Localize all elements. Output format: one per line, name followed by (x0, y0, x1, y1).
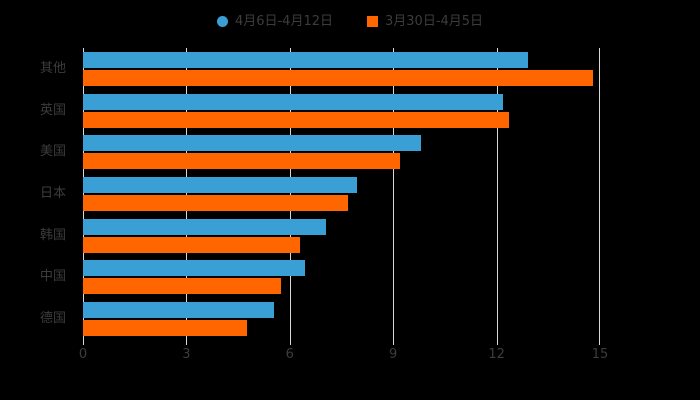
bar[interactable] (83, 260, 306, 277)
bar[interactable] (83, 236, 301, 253)
x-tick-label: 9 (389, 347, 398, 362)
bar[interactable] (83, 135, 421, 152)
y-axis: 其他英国美国日本韩国中国德国 (0, 48, 76, 340)
legend-item-series-0[interactable]: 4月6日-4月12日 (216, 13, 333, 29)
bar[interactable] (83, 69, 594, 86)
bar-group (83, 215, 600, 257)
bar-group (83, 173, 600, 215)
x-tick-mark (186, 340, 188, 345)
x-tick-mark (289, 340, 291, 345)
bar[interactable] (83, 51, 528, 68)
x-tick-label: 3 (182, 347, 191, 362)
bar[interactable] (83, 320, 247, 337)
gridline (186, 48, 188, 340)
legend-item-series-1[interactable]: 3月30日-4月5日 (367, 15, 483, 28)
bar-group (83, 131, 600, 173)
y-tick-label: 美国 (39, 144, 66, 160)
x-tick-label: 0 (78, 347, 88, 362)
bar-group (83, 48, 600, 90)
x-tick-label: 15 (591, 347, 609, 362)
x-axis: 0 3 6 9 12 15 (79, 340, 608, 370)
y-tick-label: 韩国 (39, 227, 66, 243)
legend-marker-circle-icon (216, 15, 228, 27)
legend-label-series-1: 3月30日-4月5日 (385, 13, 484, 29)
bar-group (83, 257, 600, 299)
gridline (83, 48, 84, 340)
plot-area (83, 48, 600, 340)
bar[interactable] (83, 278, 282, 295)
x-tick-label: 12 (488, 347, 505, 362)
x-tick-mark (599, 340, 600, 345)
y-tick-label: 中国 (39, 269, 66, 285)
x-tick-mark (393, 340, 395, 345)
gridline (393, 48, 395, 340)
bar[interactable] (83, 302, 275, 319)
legend-label-series-0: 4月6日-4月12日 (234, 13, 333, 29)
gridline (599, 48, 600, 340)
y-tick-label: 其他 (39, 60, 66, 76)
y-tick-label: 英国 (39, 102, 66, 118)
gridline (289, 48, 291, 340)
x-tick-mark (496, 340, 498, 345)
bar[interactable] (83, 111, 509, 128)
bar[interactable] (83, 93, 504, 110)
gridline (496, 48, 498, 340)
bar-group (83, 298, 600, 340)
x-tick-label: 6 (285, 347, 294, 362)
bar[interactable] (83, 153, 401, 170)
bar[interactable] (83, 218, 326, 235)
y-tick-label: 德国 (39, 311, 66, 327)
chart-legend: 4月6日-4月12日 3月30日-4月5日 (0, 8, 700, 34)
bar-group (83, 90, 600, 132)
legend-marker-square-icon (367, 15, 378, 27)
bar[interactable] (83, 176, 357, 193)
bar[interactable] (83, 194, 349, 211)
x-tick-mark (83, 340, 84, 345)
y-tick-label: 日本 (39, 186, 66, 201)
